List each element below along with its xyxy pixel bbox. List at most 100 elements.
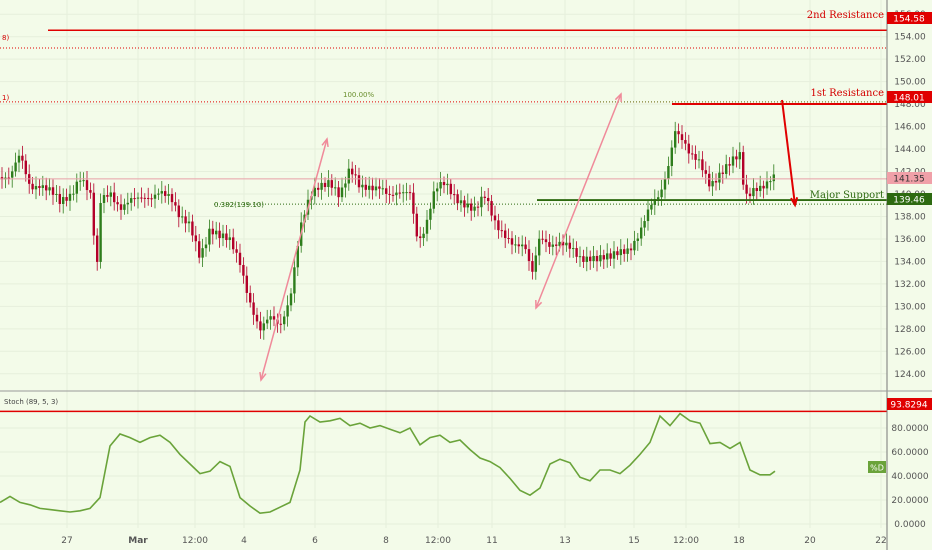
candle-down (524, 244, 527, 250)
candle-down (225, 233, 228, 241)
candle-down (589, 256, 592, 262)
candle-down (609, 253, 612, 259)
candle-down (119, 204, 123, 210)
grid (0, 0, 887, 528)
y-tick-label: 148.00 (894, 100, 926, 110)
candles (0, 121, 775, 340)
candle-up (633, 240, 636, 251)
candle-up (432, 191, 435, 209)
candle-up (446, 183, 449, 186)
candle-down (164, 191, 167, 196)
candle-down (449, 183, 452, 195)
candle-up (123, 204, 126, 210)
resistance-1-price-box (887, 91, 932, 103)
stoch-panel (0, 410, 887, 515)
candle-up (160, 191, 163, 194)
candle-up (293, 267, 296, 294)
candle-down (497, 220, 500, 231)
resistance-2-price-box (887, 12, 932, 24)
drop-arrow-head (790, 197, 799, 208)
candle-down (245, 275, 248, 293)
candle-down (415, 213, 418, 237)
candle-up (612, 251, 616, 259)
x-tick-label: 13 (559, 536, 570, 546)
candle-down (259, 321, 262, 331)
stoch-y-tick-label: 0.0000 (894, 520, 926, 530)
candle-down (96, 235, 99, 262)
candle-up (765, 181, 769, 189)
candle-down (391, 194, 395, 196)
candle-down (398, 192, 401, 194)
candle-up (772, 174, 775, 182)
candle-down (548, 242, 551, 247)
candle-down (317, 187, 320, 190)
candle-down (442, 182, 446, 186)
swing-arrow-2-head (614, 92, 622, 103)
x-tick-label: 12:00 (673, 536, 699, 546)
candle-up (405, 192, 408, 194)
stoch-series-label: %D (870, 464, 884, 473)
candle-up (592, 255, 595, 262)
candle-up (289, 293, 293, 306)
candle-down (629, 248, 633, 251)
candle-up (653, 199, 656, 205)
y-tick-label: 144.00 (894, 145, 926, 155)
candle-down (708, 173, 711, 187)
candle-down (541, 238, 544, 240)
candle-up (381, 188, 384, 190)
candle-up (266, 319, 269, 324)
candle-up (109, 192, 112, 197)
current-price: 141.35 (893, 175, 925, 185)
candle-up (670, 147, 673, 167)
candle-down (133, 198, 136, 200)
drop-arrow (781, 99, 796, 206)
stoch-series-box (868, 461, 886, 473)
x-tick-label: 6 (312, 536, 318, 546)
candle-down (191, 221, 194, 236)
y-tick-label: 128.00 (894, 325, 926, 335)
candle-up (395, 192, 398, 196)
candle-down (527, 249, 531, 262)
y-tick-label: 136.00 (894, 235, 926, 245)
candle-up (565, 242, 568, 246)
candle-down (714, 181, 718, 183)
candle-up (347, 168, 350, 184)
x-tick-label: 8 (383, 536, 389, 546)
left-level-a-label: 8) (2, 34, 9, 42)
candle-up (402, 192, 405, 194)
candle-up (514, 244, 517, 246)
candle-up (82, 180, 85, 182)
stoch-overbought-box (887, 398, 932, 410)
candle-up (68, 193, 72, 201)
candle-down (184, 216, 187, 224)
candle-up (262, 323, 265, 331)
candle-down (143, 197, 146, 199)
candle-down (140, 197, 143, 199)
candle-up (130, 198, 133, 203)
x-tick-label: 27 (61, 536, 72, 546)
candle-up (738, 152, 741, 160)
candle-up (436, 188, 439, 192)
candle-down (721, 172, 724, 174)
candle-down (116, 202, 119, 205)
resistance-2-price: 154.58 (893, 15, 925, 25)
support-price: 139.46 (893, 196, 925, 206)
candle-down (218, 230, 221, 239)
x-tick-label: 4 (241, 536, 247, 546)
candle-down (0, 177, 4, 180)
fib-100-label: 100.00% (343, 91, 374, 99)
candle-up (473, 206, 476, 211)
left-level-b-label: 1) (2, 94, 9, 102)
candle-up (674, 131, 677, 148)
candle-up (72, 193, 75, 195)
candle-up (296, 245, 299, 268)
candle-down (677, 131, 680, 135)
candle-up (62, 197, 65, 204)
candle-down (748, 193, 752, 197)
candle-down (51, 187, 55, 195)
candle-down (65, 197, 68, 201)
candle-down (385, 188, 388, 194)
support-price-box (887, 193, 932, 205)
